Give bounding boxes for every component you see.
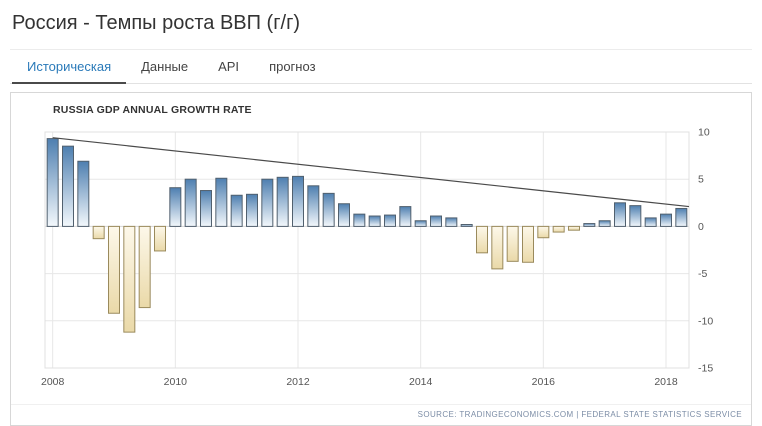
bar-2010-Q4: [215, 177, 228, 227]
bar-2008-Q2: [62, 145, 74, 227]
y-axis-label: 5: [698, 174, 704, 186]
x-axis-label: 2012: [286, 376, 310, 388]
bar-2010-Q3: [200, 190, 212, 227]
chart-title: RUSSIA GDP ANNUAL GROWTH RATE: [53, 104, 252, 116]
bar-2017-Q3: [629, 205, 642, 227]
tab-data[interactable]: Данные: [141, 59, 189, 74]
bar-2011-Q1: [230, 194, 243, 227]
plot-frame: [44, 131, 690, 369]
bar-2018-Q1: [660, 213, 672, 227]
bar-2017-Q1: [598, 220, 611, 227]
tab-forecast[interactable]: прогноз: [269, 59, 316, 74]
trendline: [52, 137, 690, 208]
source-text: SOURCE: TRADINGECONOMICS.COM | FEDERAL S…: [417, 410, 742, 419]
bar-2008-Q3: [77, 160, 90, 227]
bar-2009-Q2: [123, 225, 136, 333]
bar-2015-Q2: [491, 225, 504, 270]
bar-2009-Q1: [108, 225, 120, 314]
bar-2014-Q2: [430, 215, 442, 227]
bar-2014-Q1: [414, 220, 427, 227]
bar-2014-Q4: [460, 224, 473, 227]
bar-2015-Q4: [522, 225, 534, 263]
bar-2012-Q3: [322, 192, 335, 227]
bar-2017-Q4: [644, 217, 657, 227]
x-axis-label: 2016: [532, 376, 556, 388]
y-axis-label: 10: [698, 127, 710, 139]
bar-2013-Q1: [353, 213, 366, 227]
x-axis-label: 2010: [164, 376, 188, 388]
bar-2012-Q2: [307, 185, 320, 227]
bar-2016-Q1: [537, 225, 550, 239]
tab-historical[interactable]: Историческая: [12, 50, 127, 84]
bar-2012-Q1: [292, 175, 304, 227]
bar-2015-Q1: [476, 225, 488, 254]
chart-svg: 2008 2010 2012 2014 2016 2018 10 5 0 -5 -10 -15: [41, 127, 713, 389]
bar-2009-Q4: [154, 225, 166, 252]
page-title: Россия - Темпы роста ВВП (г/г): [12, 12, 301, 34]
tab-api[interactable]: API: [218, 59, 240, 74]
bar-2016-Q2: [552, 225, 565, 233]
bar-2018-Q2: [675, 207, 688, 227]
bar-2008-Q1: [46, 138, 59, 227]
bar-2011-Q4: [276, 176, 289, 227]
bar-2009-Q3: [138, 225, 151, 309]
bar-2010-Q1: [169, 187, 182, 227]
chart-footer: SOURCE: TRADINGECONOMICS.COM | FEDERAL S…: [11, 404, 751, 425]
y-axis-label: -15: [698, 363, 713, 375]
bar-2011-Q2: [246, 193, 258, 227]
bar-2016-Q4: [583, 223, 596, 227]
bar-2008-Q4: [92, 225, 105, 240]
y-axis-label: 0: [698, 221, 704, 233]
bar-2013-Q4: [399, 206, 412, 227]
bar-2012-Q4: [338, 203, 350, 227]
bar-2011-Q3: [261, 178, 274, 227]
tab-bar: Историческая Данные API прогноз: [10, 49, 752, 84]
bar-2016-Q3: [568, 225, 580, 231]
x-axis-label: 2008: [41, 376, 65, 388]
x-axis-label: 2014: [409, 376, 433, 388]
bar-2013-Q2: [368, 215, 381, 227]
bar-2017-Q2: [614, 202, 626, 227]
y-axis-label: -10: [698, 315, 713, 327]
chart-card: RUSSIA GDP ANNUAL GROWTH RATE 2008 2010 20…: [10, 92, 752, 426]
x-axis-label: 2018: [654, 376, 678, 388]
y-axis-label: -5: [698, 268, 707, 280]
bar-2013-Q3: [384, 214, 396, 227]
bar-2010-Q2: [184, 178, 197, 227]
bar-2014-Q3: [445, 217, 458, 227]
bar-2015-Q3: [506, 225, 519, 262]
